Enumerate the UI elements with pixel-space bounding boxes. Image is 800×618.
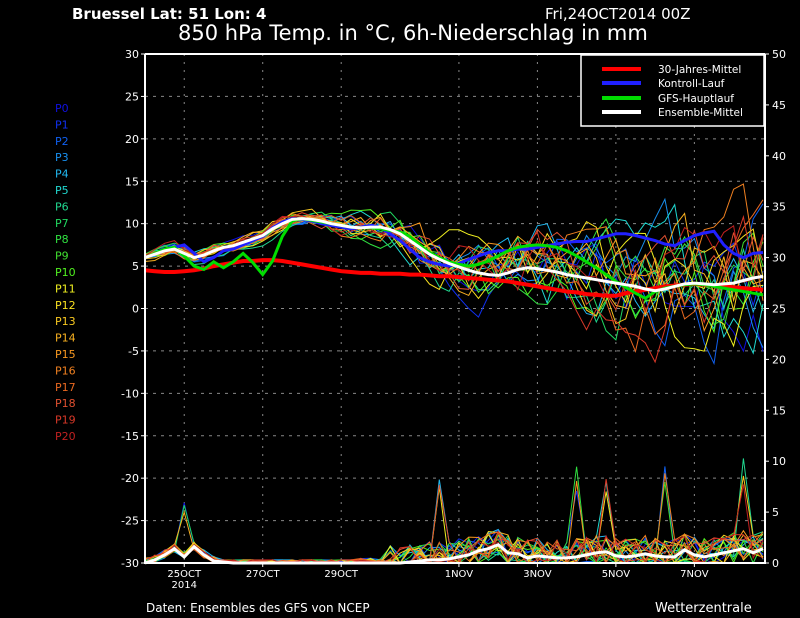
y-right-tick-label: 10 — [772, 455, 786, 468]
location-label: Bruessel Lat: 51 Lon: 4 — [72, 5, 266, 23]
member-legend-p4: P4 — [55, 168, 69, 181]
y-right-tick-label: 35 — [772, 201, 786, 214]
run-date-label: Fri,24OCT2014 00Z — [545, 5, 690, 23]
y-left-tick-label: 30 — [125, 48, 139, 61]
y-right-tick-label: 5 — [772, 506, 779, 519]
y-right-tick-label: 15 — [772, 404, 786, 417]
member-legend-p19: P19 — [55, 414, 76, 427]
y-left-tick-label: 5 — [132, 260, 139, 273]
x-tick-label: 1NOV — [445, 569, 474, 580]
member-legend-p10: P10 — [55, 266, 76, 279]
member-legend-p13: P13 — [55, 315, 76, 328]
member-legend-p5: P5 — [55, 184, 69, 197]
climatology-line — [144, 258, 764, 298]
source-credit: Daten: Ensembles des GFS von NCEP — [146, 601, 370, 615]
member-legend-p2: P2 — [55, 135, 69, 148]
y-left-tick-label: -30 — [121, 557, 139, 570]
y-left-tick-label: -15 — [121, 430, 139, 443]
y-axis-left: 30 25 20 15 10 5 0 -5 -10 -15 -20 -25 -30 — [121, 48, 145, 570]
member-legend-p1: P1 — [55, 118, 69, 131]
member-temp-line-p11 — [144, 214, 764, 352]
member-legend-p14: P14 — [55, 332, 76, 345]
grid — [145, 54, 765, 563]
y-right-tick-label: 40 — [772, 150, 786, 163]
y-left-tick-label: 25 — [125, 90, 139, 103]
x-tick-label: 27OCT — [246, 569, 281, 580]
legend-box — [580, 54, 765, 127]
member-legend-p16: P16 — [55, 364, 76, 377]
legend-label-control: Kontroll-Lauf — [658, 78, 725, 90]
y-right-tick-label: 30 — [772, 252, 786, 265]
y-left-tick-label: -20 — [121, 472, 139, 485]
member-precip-line-p20 — [144, 484, 764, 564]
member-legend-p12: P12 — [55, 299, 76, 312]
member-legend-p8: P8 — [55, 233, 69, 246]
legend-label-gfs-main: GFS-Hauptlauf — [658, 93, 734, 105]
y-left-tick-label: -10 — [121, 387, 139, 400]
members-legend: P0 P1 P2 P3 P4 P5 P6 P7 P8 P9 P10 P11 P12 P13 P14 P15 P1… — [55, 102, 76, 443]
member-legend-p3: P3 — [55, 151, 69, 164]
x-tick-label: 3NOV — [523, 569, 552, 580]
legend-label-climatology: 30-Jahres-Mittel — [658, 64, 741, 76]
y-right-tick-label: 20 — [772, 353, 786, 366]
y-left-tick-label: -5 — [128, 345, 139, 358]
y-right-tick-label: 50 — [772, 48, 786, 61]
y-left-tick-label: 15 — [125, 175, 139, 188]
member-legend-p0: P0 — [55, 102, 69, 115]
member-legend-p11: P11 — [55, 282, 76, 295]
x-tick-sublabel: 2014 — [172, 580, 197, 591]
member-legend-p20: P20 — [55, 430, 76, 443]
member-temp-line-p0 — [144, 214, 764, 353]
legend-label-ensemble-mean: Ensemble-Mittel — [658, 107, 743, 119]
member-temp-line-p19 — [144, 212, 764, 364]
y-left-tick-label: -25 — [121, 515, 139, 528]
chart-title: 850 hPa Temp. in °C, 6h-Niederschlag in … — [178, 21, 648, 45]
member-temp-line-p14 — [144, 212, 764, 309]
y-right-tick-label: 0 — [772, 557, 779, 570]
member-legend-p17: P17 — [55, 381, 76, 394]
x-tick-label: 5NOV — [602, 569, 631, 580]
x-tick-label: 29OCT — [324, 569, 359, 580]
member-legend-p9: P9 — [55, 250, 69, 263]
member-legend-p15: P15 — [55, 348, 76, 361]
ensemble-mean-line — [144, 217, 764, 293]
brand-label: Wetterzentrale — [655, 601, 752, 616]
member-precip-line-p2 — [144, 466, 764, 564]
y-left-tick-label: 10 — [125, 218, 139, 231]
legend: 30-Jahres-Mittel Kontroll-Lauf GFS-Haupt… — [580, 54, 765, 127]
member-legend-p18: P18 — [55, 397, 76, 410]
member-legend-p6: P6 — [55, 200, 69, 213]
y-left-tick-label: 20 — [125, 133, 139, 146]
member-series — [144, 183, 764, 565]
y-right-tick-label: 25 — [772, 303, 786, 316]
member-legend-p7: P7 — [55, 217, 69, 230]
x-tick-label: 25OCT — [167, 569, 202, 580]
y-right-tick-label: 45 — [772, 99, 786, 112]
x-tick-label: 7NOV — [680, 569, 709, 580]
y-left-tick-label: 0 — [132, 303, 139, 316]
